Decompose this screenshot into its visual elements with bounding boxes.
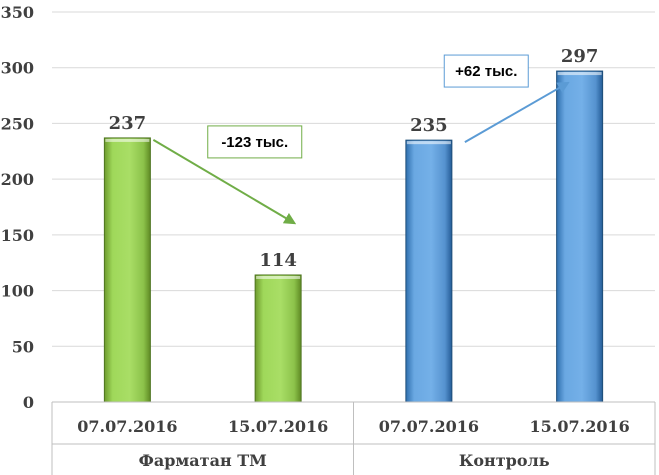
bar-highlight (557, 72, 602, 76)
y-tick-label: 350 (1, 3, 34, 22)
annotation-text: -123 тыс. (221, 134, 288, 151)
y-tick-label: 0 (23, 393, 34, 412)
group-label: Контроль (459, 451, 550, 470)
bar (405, 139, 453, 403)
annotation-box (443, 54, 529, 88)
bars (103, 70, 604, 403)
bar-highlight (105, 138, 150, 142)
bar (556, 70, 604, 403)
x-tick-label: 15.07.2016 (530, 417, 630, 436)
bar-highlight (256, 275, 301, 279)
y-axis: 0 50 100 150 200 250 300 350 (1, 3, 34, 412)
y-tick-label: 150 (1, 226, 34, 245)
annotations: -123 тыс. +62 тыс. (152, 54, 570, 225)
group-label: Фарматан ТМ (139, 451, 267, 470)
data-label: 237 (109, 113, 147, 134)
y-tick-label: 300 (1, 59, 34, 78)
x-tick-label: 07.07.2016 (77, 417, 177, 436)
annotation-text: +62 тыс. (455, 63, 517, 80)
y-tick-label: 50 (12, 337, 34, 356)
x-tick-label: 07.07.2016 (379, 417, 479, 436)
bar (103, 137, 151, 403)
bar (254, 274, 302, 403)
data-label: 297 (561, 46, 599, 67)
change-arrow (152, 139, 297, 225)
gridlines (52, 11, 655, 347)
data-label: 235 (410, 115, 448, 136)
y-tick-label: 100 (1, 282, 34, 301)
data-labels: 237 114 235 297 (109, 46, 599, 271)
x-tick-label: 15.07.2016 (228, 417, 328, 436)
y-tick-label: 250 (1, 114, 34, 133)
y-tick-label: 200 (1, 170, 34, 189)
annotation-box (207, 125, 303, 159)
x-axis: 07.07.2016 15.07.2016 07.07.2016 15.07.2016… (51, 401, 656, 475)
change-arrow (464, 81, 570, 144)
bar-highlight (406, 141, 451, 145)
data-label: 114 (259, 250, 297, 271)
